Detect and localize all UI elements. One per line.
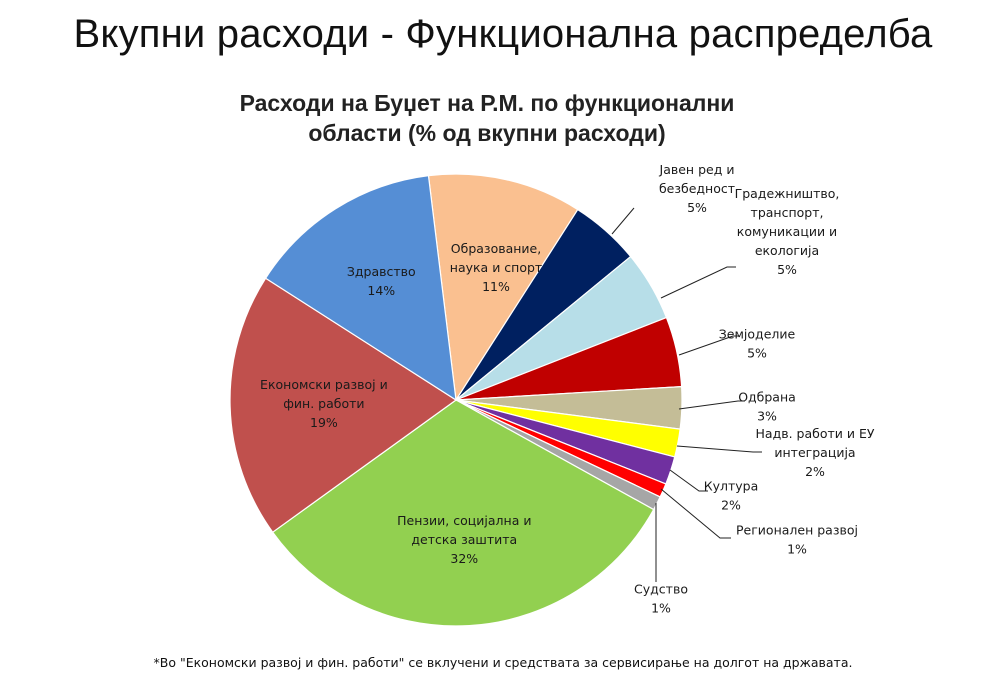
- slice-name-line: Култура: [704, 479, 759, 494]
- slice-label-судство: Судство 1%: [634, 582, 688, 616]
- pie-slice-образование-наука-и-спорт: [427, 173, 579, 402]
- slice-label-регионален-развој: Регионален развој 1%: [736, 523, 858, 557]
- pie-slice-пензии-социјална-и-детска-заштита: [271, 399, 655, 627]
- slice-label-економски-развој-и-фин-работи: Економски развој и фин. работи 19%: [260, 377, 388, 430]
- slice-name-line: наука и спорт: [450, 260, 542, 275]
- slice-value-label: 14%: [367, 283, 395, 298]
- slice-name-line: Пензии, социјална и: [397, 513, 531, 528]
- slice-name-line: транспорт,: [751, 205, 824, 220]
- slice-name-line: екологија: [755, 243, 819, 258]
- leader-line-земјоделие: [678, 335, 740, 356]
- slice-name-line: Градежништво,: [735, 186, 840, 201]
- slice-label-здравство: Здравство 14%: [347, 264, 416, 298]
- slice-label-градежништво-транспорт-комуникации-и-екологија: Градежништво, транспорт, комуникации и екол…: [735, 186, 840, 277]
- slice-label-одбрана: Одбрана 3%: [738, 390, 796, 424]
- leader-line-одбрана: [678, 400, 745, 410]
- slice-value-label: 1%: [651, 601, 671, 616]
- slice-value-label: 1%: [787, 542, 807, 557]
- slice-label-јавен-ред-и-безбедност: Јавен ред и безбедност 5%: [659, 162, 735, 215]
- slice-name-line: Економски развој и: [260, 377, 388, 392]
- slice-value-label: 5%: [747, 346, 767, 361]
- slice-name-line: Јавен ред и: [659, 162, 735, 177]
- slice-value-label: 2%: [721, 498, 741, 513]
- slice-name-line: интеграција: [774, 445, 855, 460]
- slice-value-label: 3%: [757, 409, 777, 424]
- slice-label-култура: Култура 2%: [704, 479, 759, 513]
- slice-value-label: 32%: [450, 551, 478, 566]
- leader-line-јавен-ред-и-безбедност: [611, 207, 635, 235]
- slice-name-line: безбедност: [659, 181, 735, 196]
- slice-name-line: Судство: [634, 582, 688, 597]
- slice-name-line: Надв. работи и ЕУ: [756, 426, 875, 441]
- pie-slice-здравство: [264, 175, 457, 402]
- footnote: *Во "Економски развој и фин. работи" се …: [153, 655, 853, 670]
- slice-label-пензии-социјална-и-детска-заштита: Пензии, социјална и детска заштита 32%: [397, 513, 531, 566]
- slice-value-label: 5%: [777, 262, 797, 277]
- slice-name-line: Образование,: [451, 241, 541, 256]
- slice-label-надв-работи-и-еу-интеграција: Надв. работи и ЕУ интеграција 2%: [756, 426, 875, 479]
- slice-label-земјоделие: Земјоделие 5%: [719, 327, 796, 361]
- page-title: Вкупни расходи - Функционална распределб…: [73, 12, 933, 56]
- leader-line-регионален-развој: [660, 488, 731, 539]
- slice-name-line: Регионален развој: [736, 523, 858, 538]
- chart-title-line-1: Расходи на Буџет на Р.М. по функционални: [240, 90, 735, 116]
- slice-value-label: 5%: [687, 200, 707, 215]
- slice-value-label: 2%: [805, 464, 825, 479]
- slice-label-образование-наука-и-спорт: Образование, наука и спорт 11%: [450, 241, 542, 294]
- slice-name-line: Одбрана: [738, 390, 796, 405]
- slice-value-label: 19%: [310, 415, 338, 430]
- slice-name-line: Земјоделие: [719, 327, 796, 342]
- leader-line-култура: [669, 469, 708, 492]
- leader-line-градежништво-транспорт-комуникации-и-екологија: [660, 266, 736, 299]
- chart-title-line-2: области (% од вкупни расходи): [308, 120, 665, 146]
- slice-name-line: детска заштита: [411, 532, 517, 547]
- pie-slice-економски-развој-и-фин-работи: [229, 277, 458, 534]
- slice-name-line: Здравство: [347, 264, 416, 279]
- slice-name-line: фин. работи: [283, 396, 364, 411]
- slice-value-label: 11%: [482, 279, 510, 294]
- slice-name-line: комуникации и: [737, 224, 837, 239]
- leader-line-надв-работи-и-еу-интеграција: [676, 445, 762, 453]
